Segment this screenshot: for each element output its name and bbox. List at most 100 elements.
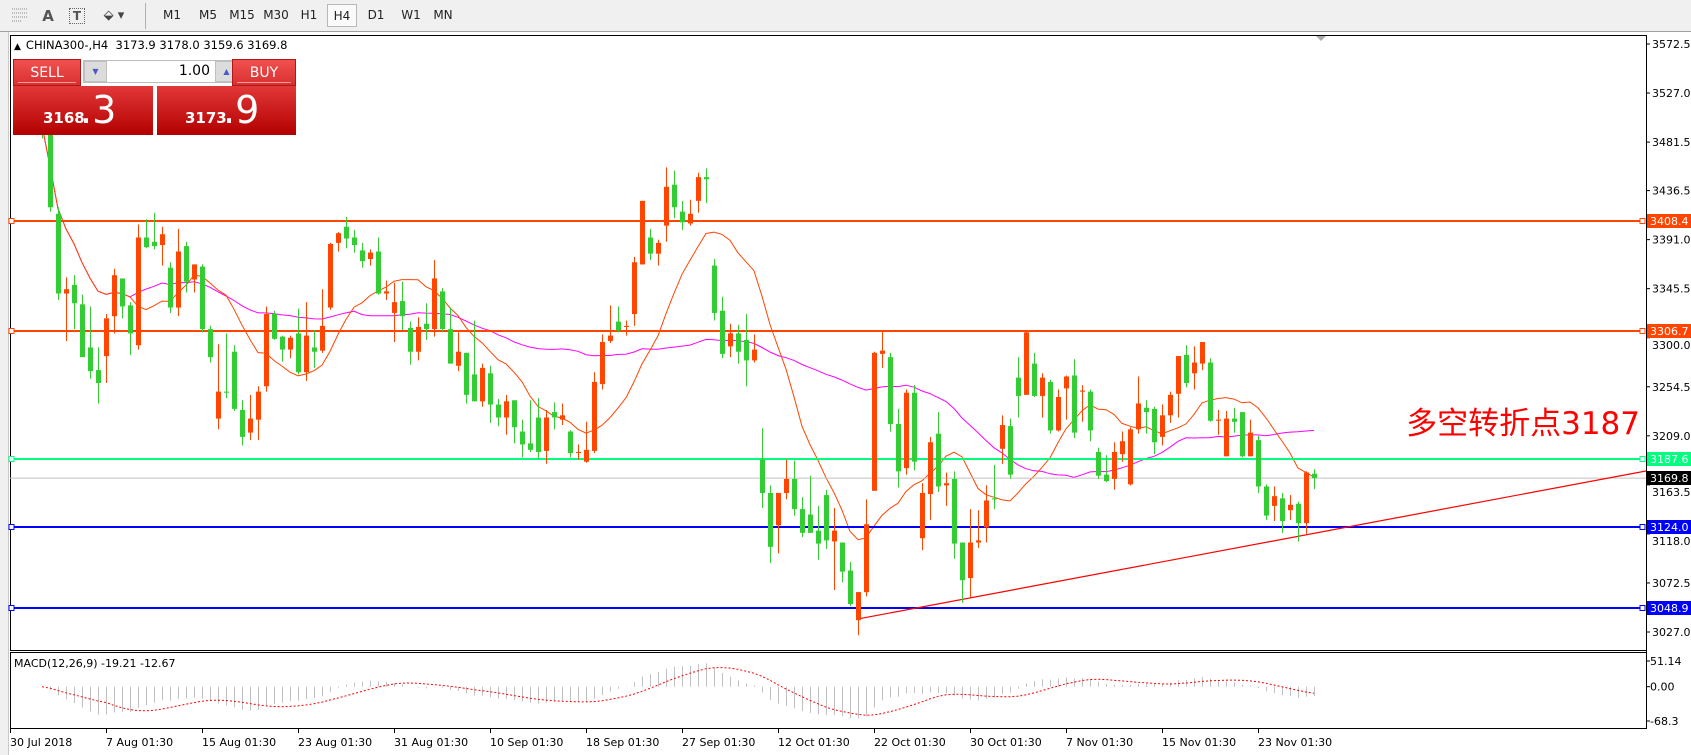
- candle: [304, 302, 309, 381]
- candle-body: [560, 415, 565, 420]
- candle-body: [504, 401, 509, 418]
- candle-body: [960, 542, 965, 581]
- timeframe-m5[interactable]: M5: [199, 8, 217, 22]
- timeframe-h1[interactable]: H1: [300, 8, 318, 22]
- line-anchor-right[interactable]: [1639, 524, 1646, 530]
- timeframe-h4[interactable]: H4: [327, 4, 357, 27]
- candle-body: [1312, 473, 1317, 479]
- line-anchor-left[interactable]: [8, 605, 15, 611]
- candle: [288, 335, 293, 359]
- candle-body: [1216, 419, 1221, 421]
- candle: [344, 217, 349, 249]
- candle: [520, 419, 525, 458]
- chart-shift-marker[interactable]: [1316, 36, 1326, 41]
- timeframe-m15[interactable]: M15: [229, 8, 255, 22]
- line-price-label: 3124.0: [1650, 521, 1689, 534]
- candle-body: [768, 492, 773, 547]
- candle: [936, 412, 941, 492]
- time-axis-label: 23 Nov 01:30: [1258, 736, 1332, 749]
- candle-body: [896, 423, 901, 472]
- text-icon[interactable]: A: [42, 7, 54, 25]
- timeframe-w1[interactable]: W1: [401, 8, 421, 22]
- candle: [144, 219, 149, 249]
- candle: [1304, 471, 1309, 534]
- candle: [512, 400, 517, 444]
- candle: [192, 264, 197, 293]
- price-axis-label: 3163.5: [1652, 486, 1691, 499]
- candle-body: [592, 381, 597, 451]
- candle: [80, 294, 85, 358]
- candle: [496, 399, 501, 427]
- candle-body: [704, 177, 709, 180]
- candle-body: [248, 418, 253, 433]
- lot-decrease-button[interactable]: ▼: [84, 61, 107, 82]
- line-price-label: 3187.6: [1650, 453, 1689, 466]
- candle: [976, 510, 981, 548]
- line-anchor-right[interactable]: [1639, 456, 1646, 462]
- candle: [1080, 385, 1085, 422]
- candle-body: [616, 321, 621, 331]
- lot-input[interactable]: 1.00: [178, 63, 210, 79]
- candle: [1264, 484, 1269, 520]
- fast-moving-average-line: [41, 125, 1315, 541]
- buy-button[interactable]: BUY: [232, 59, 296, 86]
- candle-body: [824, 495, 829, 541]
- candle: [648, 228, 653, 261]
- candle-body: [320, 325, 325, 351]
- time-axis-label: 12 Oct 01:30: [778, 736, 850, 749]
- candle-body: [160, 234, 165, 246]
- candle-body: [720, 310, 725, 354]
- arrows-icon[interactable]: ⬙ ▾: [103, 8, 125, 23]
- line-anchor-left[interactable]: [8, 524, 15, 530]
- candle-body: [848, 570, 853, 604]
- candle-body: [1016, 377, 1021, 396]
- candle-body: [304, 335, 309, 373]
- candle: [624, 320, 629, 336]
- trendline[interactable]: [857, 470, 1646, 620]
- text-label-icon[interactable]: T: [66, 5, 88, 27]
- candle: [952, 471, 957, 559]
- candle-body: [1080, 390, 1085, 392]
- line-anchor-left[interactable]: [8, 328, 15, 334]
- collapse-triangle-icon[interactable]: ▲: [14, 42, 21, 52]
- line-anchor-left[interactable]: [8, 218, 15, 224]
- low-value: 3159.6: [203, 38, 244, 52]
- timeframe-m30[interactable]: M30: [263, 8, 289, 22]
- price-axis-label: 3254.5: [1652, 381, 1691, 394]
- line-anchor-right[interactable]: [1639, 218, 1646, 224]
- candle: [400, 281, 405, 331]
- candle: [472, 320, 477, 402]
- candle-body: [112, 275, 117, 317]
- grid-icon[interactable]: [8, 5, 32, 27]
- candle-body: [1272, 496, 1277, 506]
- candle-body: [992, 498, 997, 500]
- line-anchor-left[interactable]: [8, 456, 15, 462]
- candle-body: [1072, 375, 1077, 433]
- candle-body: [528, 443, 533, 450]
- candle: [232, 345, 237, 412]
- timeframe-mn[interactable]: MN: [433, 8, 453, 22]
- price-axis-label: 3209.0: [1652, 430, 1691, 443]
- candle: [128, 302, 133, 355]
- sell-button[interactable]: SELL: [13, 59, 81, 86]
- line-anchor-right[interactable]: [1639, 328, 1646, 334]
- candle-body: [240, 409, 245, 437]
- candle: [136, 224, 141, 350]
- lot-field: ▼ 1.00 ▲: [83, 60, 239, 83]
- candle: [1000, 415, 1005, 464]
- candle-body: [184, 246, 189, 282]
- candle: [640, 200, 645, 265]
- timeframe-m1[interactable]: M1: [163, 8, 181, 22]
- candle: [824, 489, 829, 550]
- macd-axis-label: 51.14: [1650, 655, 1682, 668]
- candle-body: [232, 351, 237, 409]
- timeframe-d1[interactable]: D1: [367, 8, 385, 22]
- sell-price-box[interactable]: 3168 .3: [13, 86, 153, 135]
- candle-body: [640, 200, 645, 265]
- candle-body: [808, 514, 813, 533]
- buy-price-box[interactable]: 3173 .9: [157, 86, 296, 135]
- line-anchor-right[interactable]: [1639, 605, 1646, 611]
- candle: [504, 394, 509, 435]
- close-value: 3169.8: [247, 38, 288, 52]
